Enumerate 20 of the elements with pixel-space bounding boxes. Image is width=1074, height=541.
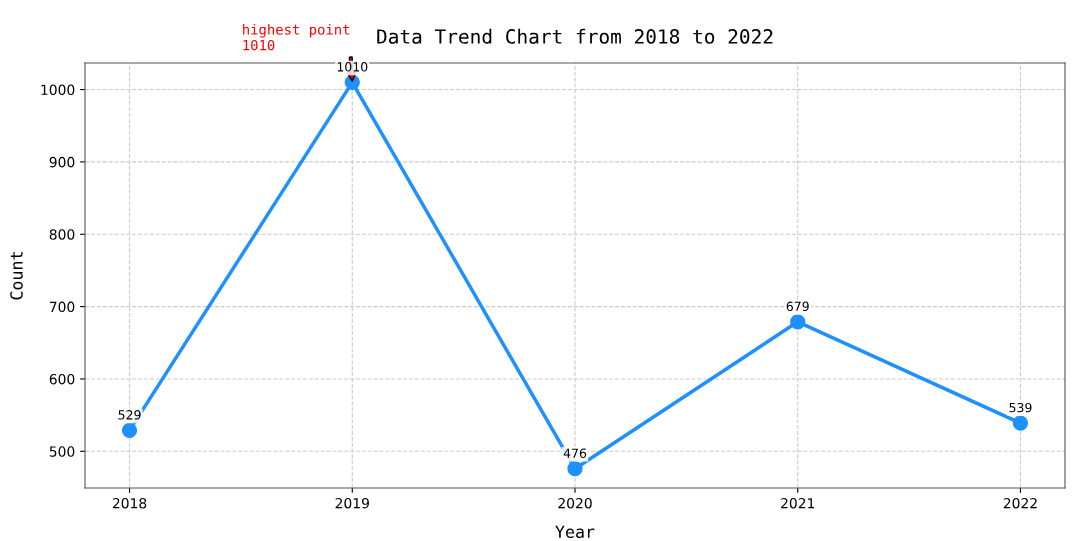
data-label: 539 — [1009, 402, 1032, 413]
y-tick-label: 800 — [49, 229, 75, 240]
x-axis-title: Year — [555, 525, 595, 539]
y-tick-label: 900 — [49, 156, 75, 168]
y-tick-label: 700 — [49, 301, 75, 313]
x-tick-label: 2021 — [781, 497, 815, 509]
x-tick-label: 2020 — [558, 497, 592, 509]
data-label: 476 — [563, 448, 587, 458]
data-label: 529 — [118, 410, 141, 420]
data-label: 1010 — [337, 62, 368, 72]
x-tick-label: 2019 — [335, 497, 369, 509]
x-tick-label: 2022 — [1003, 497, 1037, 509]
data-label: 679 — [786, 301, 809, 312]
chart-title: Data Trend Chart from 2018 to 2022 — [377, 28, 773, 44]
y-axis-title: Count — [10, 252, 23, 300]
text: highest point 1010 — [243, 23, 350, 51]
y-tick-label: 600 — [49, 373, 75, 385]
y-tick-label: 500 — [49, 446, 75, 457]
y-tick-label: 1000 — [41, 84, 75, 96]
x-tick-label: 2018 — [112, 497, 147, 509]
